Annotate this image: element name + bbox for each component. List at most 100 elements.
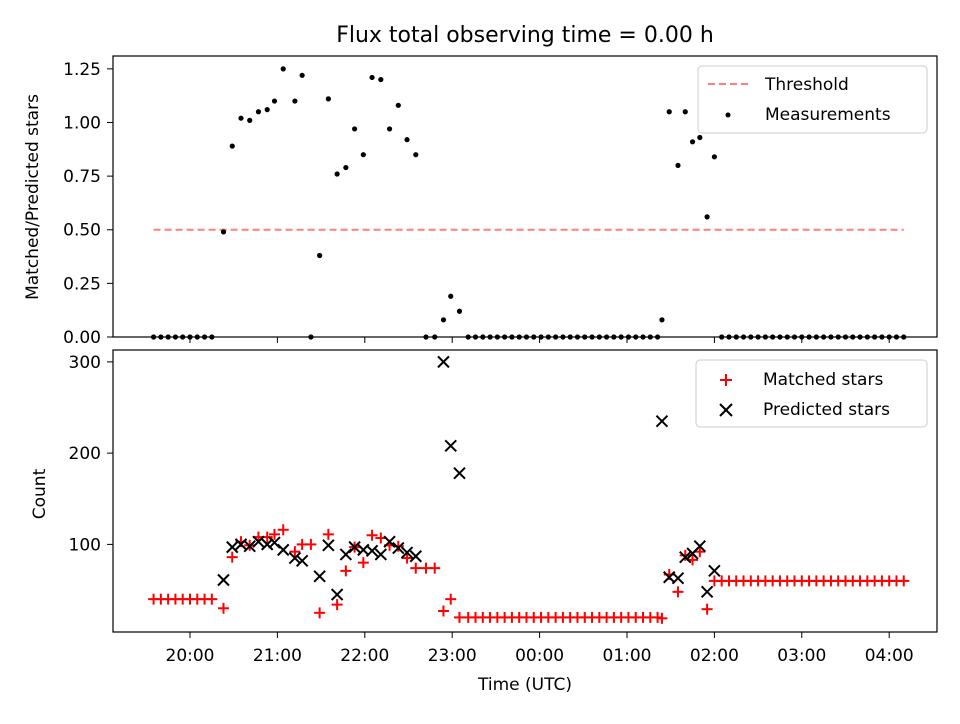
predicted-star-point	[348, 540, 361, 554]
measurement-point	[770, 334, 776, 340]
measurement-point	[574, 334, 581, 340]
counts-legend-box	[695, 359, 928, 428]
ratio-y-axis: 0.00 0.25 0.50 0.75 1.00 1.25	[63, 60, 113, 348]
matched-star-point	[694, 546, 706, 558]
measurement-point	[640, 334, 646, 340]
counts-y-tick-label: 100	[69, 535, 101, 555]
measurement-point	[440, 317, 447, 323]
measurement-point	[704, 214, 710, 220]
matched-star-point	[679, 549, 691, 561]
measurement-point	[165, 334, 171, 340]
ratio-panel: 0.00 0.25 0.50 0.75 1.00 1.25 Matched/Predict…	[23, 55, 938, 348]
measurement-point	[308, 334, 314, 340]
measurement-point	[531, 334, 537, 340]
x-tick-label: 23:00	[428, 646, 477, 666]
measurements-legend-label: Measurements	[765, 105, 891, 125]
x-tick-label: 22:00	[340, 646, 389, 666]
measurement-point	[343, 164, 349, 171]
predicted-star-point	[288, 551, 302, 565]
threshold-legend-label: Threshold	[764, 75, 849, 95]
measurement-point	[423, 334, 429, 340]
predicted-star-point	[671, 571, 685, 585]
matched-star-point	[672, 586, 684, 598]
predicted-legend-swatch	[719, 403, 733, 417]
matched-star-point	[375, 532, 387, 544]
measurement-point	[516, 334, 522, 340]
measurement-point	[299, 72, 305, 78]
measurement-point	[711, 154, 718, 160]
measurement-point	[264, 107, 270, 113]
matched-star-point	[277, 524, 289, 536]
matched-star-point	[314, 607, 326, 619]
matched-star-point	[268, 528, 280, 540]
measurement-point	[604, 334, 610, 340]
measurement-point	[334, 171, 340, 177]
predicted-star-point	[313, 570, 326, 583]
measurement-point	[791, 334, 798, 340]
measurement-point	[325, 96, 331, 102]
matched-star-point	[445, 593, 457, 605]
counts-legend: Matched stars Predicted stars	[695, 359, 928, 428]
matched-star-point	[656, 612, 668, 624]
x-tick-label: 21:00	[253, 646, 302, 666]
x-tick-label: 00:00	[515, 646, 564, 666]
measurement-point	[201, 334, 208, 340]
matched-star-point	[366, 529, 378, 541]
ratio-y-tick-label: 0.00	[63, 328, 101, 348]
matched-star-point	[429, 562, 441, 574]
counts-y-tick-label: 300	[69, 353, 101, 373]
measurement-point	[799, 334, 805, 340]
predicted-star-point	[444, 439, 457, 453]
measurement-point	[158, 334, 164, 340]
predicted-star-point	[700, 585, 714, 599]
measurement-point	[378, 76, 384, 83]
predicted-star-point	[365, 544, 379, 557]
measurement-point	[719, 334, 725, 340]
ratio-y-axis-label: Matched/Predicted stars	[23, 94, 43, 300]
predicted-star-point	[437, 355, 450, 369]
measurement-point	[618, 334, 624, 340]
counts-y-axis: 100 200 300	[69, 353, 113, 555]
measurement-point	[404, 137, 410, 143]
measurement-point	[864, 334, 870, 340]
measurement-point	[611, 334, 617, 340]
matched-star-point	[305, 538, 317, 550]
measurement-point	[633, 334, 639, 340]
measurement-point	[596, 334, 602, 340]
predicted-star-point	[339, 548, 353, 561]
x-tick-label: 04:00	[865, 646, 914, 666]
measurement-point	[229, 143, 235, 149]
x-tick-label: 02:00	[690, 646, 739, 666]
measurement-point	[494, 334, 500, 340]
measurement-point	[432, 334, 438, 340]
matched-star-point	[206, 593, 218, 605]
counts-y-axis-label: Count	[30, 468, 50, 519]
measurement-point	[567, 334, 573, 340]
measurement-point	[762, 334, 768, 340]
measurement-point	[879, 334, 885, 340]
matched-star-point	[289, 546, 301, 558]
matched-star-point	[701, 603, 713, 615]
matched-star-point	[437, 605, 449, 617]
predicted-star-point	[708, 564, 721, 578]
measurement-point	[523, 334, 530, 340]
measurement-point	[247, 117, 253, 123]
measurement-point	[740, 334, 747, 340]
measurement-point	[538, 334, 544, 340]
predicted-star-point	[322, 539, 335, 552]
measurement-point	[872, 334, 878, 340]
predicted-star-point	[409, 550, 422, 563]
matched-star-point	[898, 575, 910, 587]
measurement-point	[465, 334, 471, 340]
measurement-point	[842, 334, 849, 340]
measurements-legend-swatch	[725, 112, 731, 118]
predicted-star-point	[693, 540, 707, 553]
predicted-star-point	[295, 554, 309, 568]
ratio-legend: Threshold Measurements	[697, 65, 928, 134]
counts-x-axis: 20:00 21:00 22:00 23:00 00:00 01:00 02:00 03:00…	[166, 632, 914, 666]
x-axis-label: Time (UTC)	[477, 675, 572, 695]
measurement-point	[647, 334, 653, 340]
predicted-star-point	[383, 535, 396, 548]
measurement-point	[360, 152, 366, 158]
measurement-point	[625, 334, 632, 340]
